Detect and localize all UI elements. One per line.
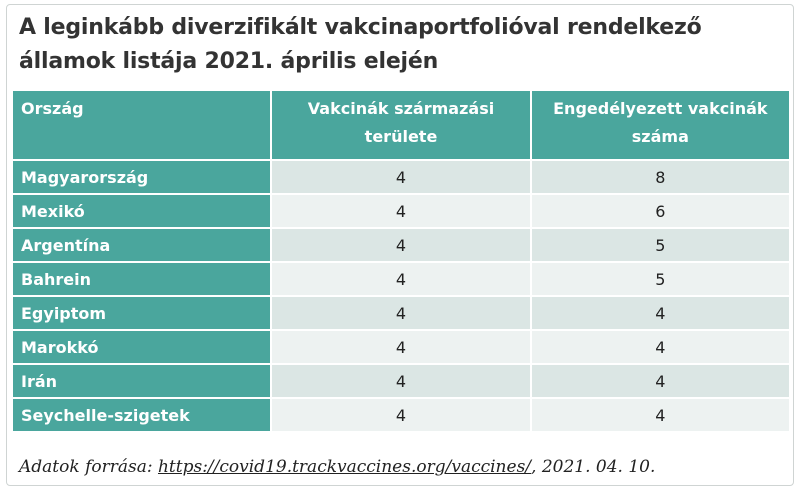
table-row: Bahrein 4 5 bbox=[13, 263, 789, 295]
cell-origin-count: 4 bbox=[272, 195, 530, 227]
table-row: Irán 4 4 bbox=[13, 365, 789, 397]
cell-origin-count: 4 bbox=[272, 365, 530, 397]
cell-country: Magyarország bbox=[13, 161, 271, 193]
table-header-row: Ország Vakcinák származási területe Enge… bbox=[13, 91, 789, 159]
column-header-origin: Vakcinák származási területe bbox=[272, 91, 530, 159]
table-row: Argentína 4 5 bbox=[13, 229, 789, 261]
cell-country: Seychelle-szigetek bbox=[13, 399, 271, 431]
table-row: Mexikó 4 6 bbox=[13, 195, 789, 227]
cell-origin-count: 4 bbox=[272, 399, 530, 431]
page-title: A leginkább diverzifikált vakcinaportfol… bbox=[19, 15, 702, 74]
cell-approved-count: 4 bbox=[531, 365, 789, 397]
cell-approved-count: 5 bbox=[531, 229, 789, 261]
cell-approved-count: 8 bbox=[531, 161, 789, 193]
cell-country: Mexikó bbox=[13, 195, 271, 227]
table-card: A leginkább diverzifikált vakcinaportfol… bbox=[6, 4, 794, 486]
cell-origin-count: 4 bbox=[272, 229, 530, 261]
column-header-country: Ország bbox=[13, 91, 271, 159]
cell-approved-count: 5 bbox=[531, 263, 789, 295]
column-header-approved-count: Engedélyezett vakcinák száma bbox=[531, 91, 789, 159]
source-prefix: Adatok forrása: bbox=[19, 457, 158, 477]
source-suffix: , 2021. 04. 10. bbox=[531, 457, 656, 477]
cell-country: Egyiptom bbox=[13, 297, 271, 329]
cell-country: Marokkó bbox=[13, 331, 271, 363]
table-row: Egyiptom 4 4 bbox=[13, 297, 789, 329]
source-note: Adatok forrása: https://covid19.trackvac… bbox=[19, 457, 789, 477]
cell-origin-count: 4 bbox=[272, 297, 530, 329]
cell-origin-count: 4 bbox=[272, 331, 530, 363]
table-row: Magyarország 4 8 bbox=[13, 161, 789, 193]
cell-country: Irán bbox=[13, 365, 271, 397]
table-row: Marokkó 4 4 bbox=[13, 331, 789, 363]
cell-origin-count: 4 bbox=[272, 161, 530, 193]
cell-approved-count: 4 bbox=[531, 297, 789, 329]
cell-country: Bahrein bbox=[13, 263, 271, 295]
cell-origin-count: 4 bbox=[272, 263, 530, 295]
cell-country: Argentína bbox=[13, 229, 271, 261]
data-table: Ország Vakcinák származási területe Enge… bbox=[11, 89, 791, 433]
table-body: Magyarország 4 8 Mexikó 4 6 Argentína 4 5 Bahrein… bbox=[13, 161, 789, 431]
cell-approved-count: 4 bbox=[531, 331, 789, 363]
cell-approved-count: 6 bbox=[531, 195, 789, 227]
table-row: Seychelle-szigetek 4 4 bbox=[13, 399, 789, 431]
source-link[interactable]: https://covid19.trackvaccines.org/vaccin… bbox=[157, 457, 532, 477]
cell-approved-count: 4 bbox=[531, 399, 789, 431]
